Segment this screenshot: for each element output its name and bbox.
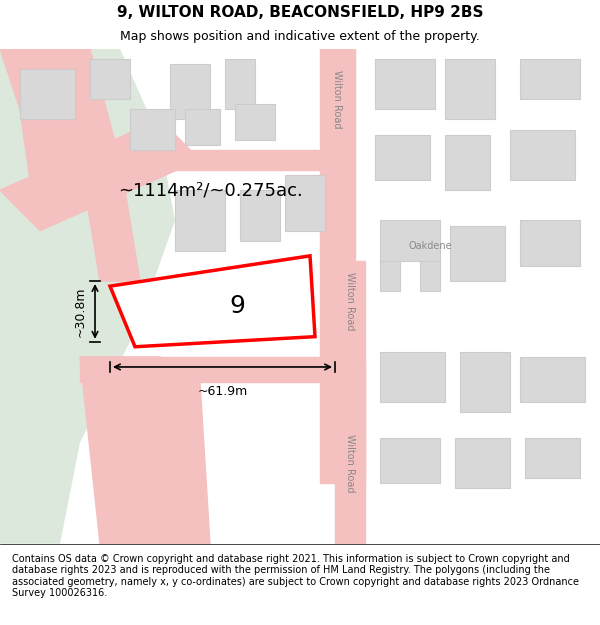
Bar: [225, 59, 255, 109]
Text: Contains OS data © Crown copyright and database right 2021. This information is : Contains OS data © Crown copyright and d…: [12, 554, 579, 598]
Polygon shape: [60, 49, 120, 160]
Bar: [445, 134, 490, 190]
Bar: [20, 69, 75, 119]
Polygon shape: [80, 357, 180, 544]
Bar: [510, 129, 575, 180]
Bar: [380, 221, 440, 261]
Bar: [520, 221, 580, 266]
Bar: [420, 261, 440, 291]
Bar: [445, 59, 495, 119]
Bar: [455, 438, 510, 488]
Text: Wilton Road: Wilton Road: [345, 434, 355, 492]
Polygon shape: [80, 160, 140, 281]
Bar: [520, 357, 585, 402]
Bar: [525, 438, 580, 478]
Polygon shape: [160, 382, 210, 544]
Polygon shape: [335, 362, 365, 544]
Bar: [380, 261, 400, 291]
Text: Map shows position and indicative extent of the property.: Map shows position and indicative extent…: [120, 30, 480, 43]
Bar: [375, 59, 435, 109]
Polygon shape: [0, 119, 200, 231]
Text: ~61.9m: ~61.9m: [197, 385, 248, 398]
Bar: [90, 59, 130, 99]
Bar: [380, 352, 445, 402]
Bar: [375, 134, 430, 180]
Bar: [460, 352, 510, 412]
Text: 9: 9: [230, 294, 245, 318]
Bar: [235, 104, 275, 139]
Polygon shape: [20, 99, 90, 180]
Polygon shape: [0, 49, 175, 544]
Bar: [240, 190, 280, 241]
Polygon shape: [0, 49, 80, 109]
Text: ~1114m²/~0.275ac.: ~1114m²/~0.275ac.: [118, 181, 302, 199]
Polygon shape: [140, 150, 330, 170]
Bar: [175, 190, 225, 251]
Bar: [380, 438, 440, 483]
Polygon shape: [80, 357, 340, 382]
Text: 9, WILTON ROAD, BEACONSFIELD, HP9 2BS: 9, WILTON ROAD, BEACONSFIELD, HP9 2BS: [117, 4, 483, 19]
Polygon shape: [320, 49, 355, 483]
Polygon shape: [110, 256, 315, 347]
Bar: [130, 109, 175, 150]
Bar: [520, 59, 580, 99]
Bar: [450, 226, 505, 281]
Bar: [170, 64, 210, 119]
Text: Oakdene: Oakdene: [408, 241, 452, 251]
Text: Wilton Road: Wilton Road: [332, 70, 342, 129]
Text: Wilton Road: Wilton Road: [345, 272, 355, 331]
Bar: [185, 109, 220, 145]
Text: ~30.8m: ~30.8m: [74, 286, 87, 337]
Polygon shape: [335, 261, 365, 483]
Bar: [285, 175, 325, 231]
